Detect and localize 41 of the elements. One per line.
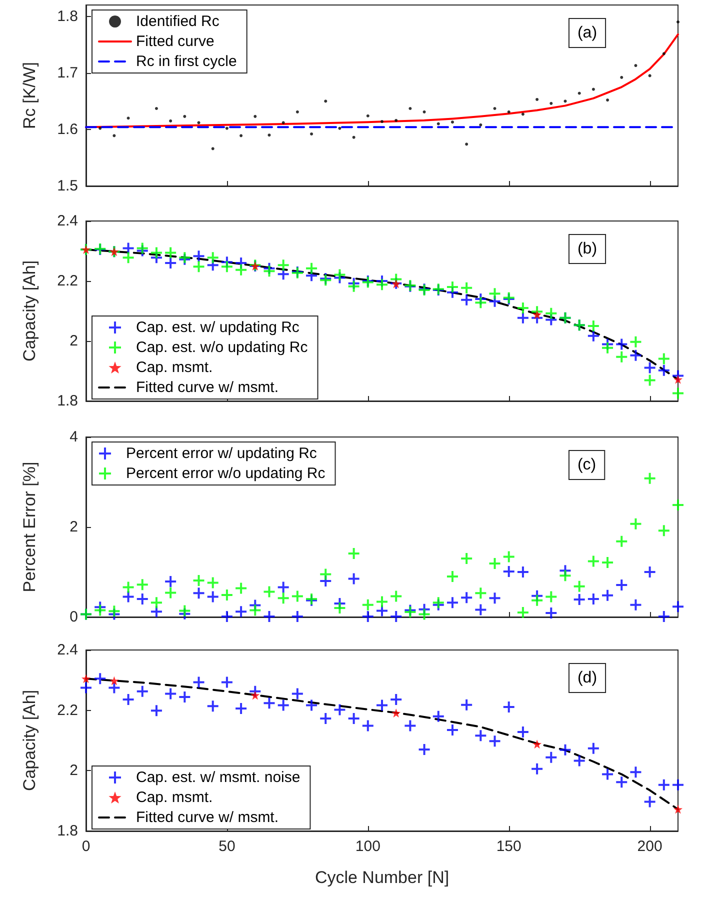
y-axis-title: Capacity [Ah]: [20, 260, 39, 362]
y-tick-label: 1.8: [57, 822, 78, 840]
y-tick-label: 2.4: [57, 212, 78, 230]
legend-label: Cap. msmt.: [136, 789, 213, 806]
x-tick-label: 0: [82, 838, 90, 855]
y-tick-label: 2.4: [57, 642, 78, 658]
y-tick-label: 1.6: [57, 120, 78, 138]
y-tick-label: 4: [70, 428, 78, 446]
legend-label: Cap. msmt.: [136, 359, 213, 376]
annotation: (d): [577, 670, 598, 686]
y-tick-label: 2: [70, 518, 78, 536]
legend-label: Cap. est. w/ msmt. noise: [136, 769, 300, 786]
x-tick-label: 150: [496, 838, 522, 855]
y-tick-label: 2: [70, 762, 78, 780]
y-axis-title: Rc [K/W]: [20, 62, 39, 130]
y-tick-label: 1.8: [57, 8, 78, 25]
y-axis-title: Percent Error [%]: [20, 462, 39, 592]
legend-label: Identified Rc: [136, 13, 220, 30]
legend-label: Percent error w/o updating Rc: [126, 465, 326, 482]
x-tick-label: 50: [218, 838, 236, 855]
legend-label: Percent error w/ updating Rc: [126, 445, 318, 462]
y-tick-label: 2.2: [57, 702, 78, 719]
y-tick-label: 2.2: [57, 272, 78, 290]
x-tick-label: 200: [637, 838, 662, 855]
annotation: (b): [577, 240, 598, 258]
legend-label: Cap. est. w/o updating Rc: [136, 339, 308, 356]
annotation: (c): [577, 456, 596, 474]
x-tick-label: 100: [355, 838, 380, 855]
y-tick-label: 0: [70, 608, 78, 626]
legend-label: Fitted curve: [136, 33, 214, 50]
y-tick-label: 1.7: [57, 64, 78, 82]
legend-label: Cap. est. w/ updating Rc: [136, 319, 300, 336]
y-tick-label: 1.8: [57, 392, 78, 410]
y-axis-title: Capacity [Ah]: [20, 690, 39, 792]
legend-label: Fitted curve w/ msmt.: [136, 379, 279, 396]
y-tick-label: 2: [70, 332, 78, 350]
annotation: (a): [577, 24, 598, 42]
y-tick-label: 1.5: [57, 178, 78, 194]
x-axis-title: Cycle Number [N]: [314, 868, 450, 887]
legend-label: Rc in first cycle: [136, 53, 237, 70]
legend-label: Fitted curve w/ msmt.: [136, 809, 279, 826]
